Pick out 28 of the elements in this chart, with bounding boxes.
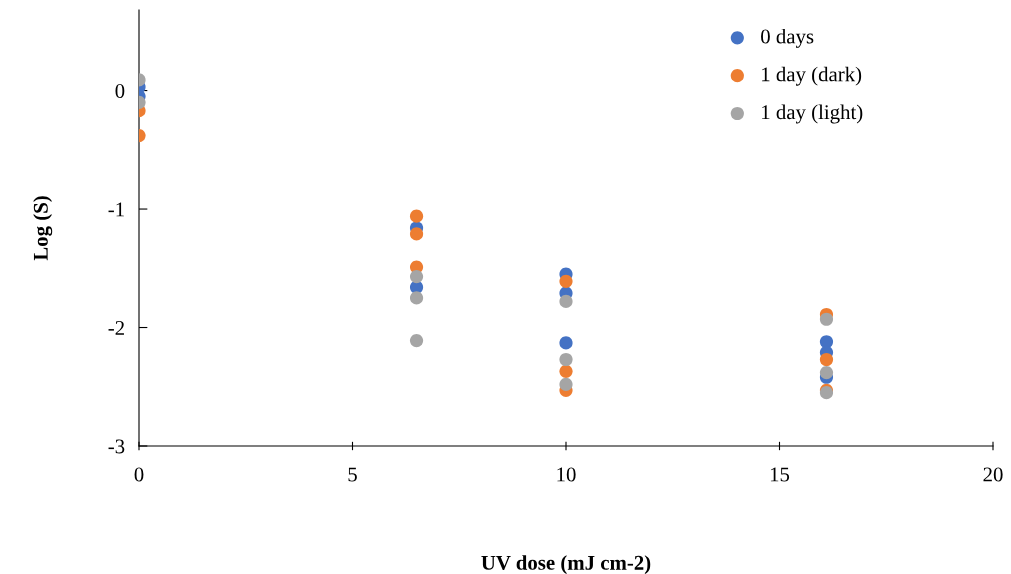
legend-label: 1 day (light) — [762, 104, 863, 124]
point — [819, 312, 834, 326]
x-axis-title: UV dose (mJ cm-2) — [481, 555, 651, 574]
legend-label: 0 days — [761, 28, 814, 48]
x-tick-label: 0 — [134, 467, 144, 482]
y-tick-label: 0 — [115, 83, 125, 98]
point — [409, 227, 424, 241]
point — [819, 352, 834, 367]
y-tick-label: -1 — [108, 202, 124, 217]
point — [559, 377, 573, 391]
point — [409, 291, 424, 305]
point — [559, 336, 573, 350]
x-tick-label: 5 — [348, 467, 357, 482]
x-tick-label: 20 — [983, 467, 1003, 482]
legend-label: 1 day (dark) — [762, 66, 862, 86]
point — [559, 274, 573, 288]
point — [559, 294, 573, 309]
point — [559, 352, 573, 367]
x-tick-label: 10 — [557, 467, 576, 482]
y-tick-label: -2 — [108, 320, 124, 335]
point — [819, 365, 834, 380]
point — [409, 269, 424, 284]
x-tick-label: 15 — [770, 467, 790, 482]
point — [409, 333, 424, 348]
point — [559, 364, 573, 378]
point — [409, 209, 424, 223]
y-axis-title: Log (S) — [33, 196, 53, 261]
y-tick-label: -3 — [108, 439, 125, 454]
